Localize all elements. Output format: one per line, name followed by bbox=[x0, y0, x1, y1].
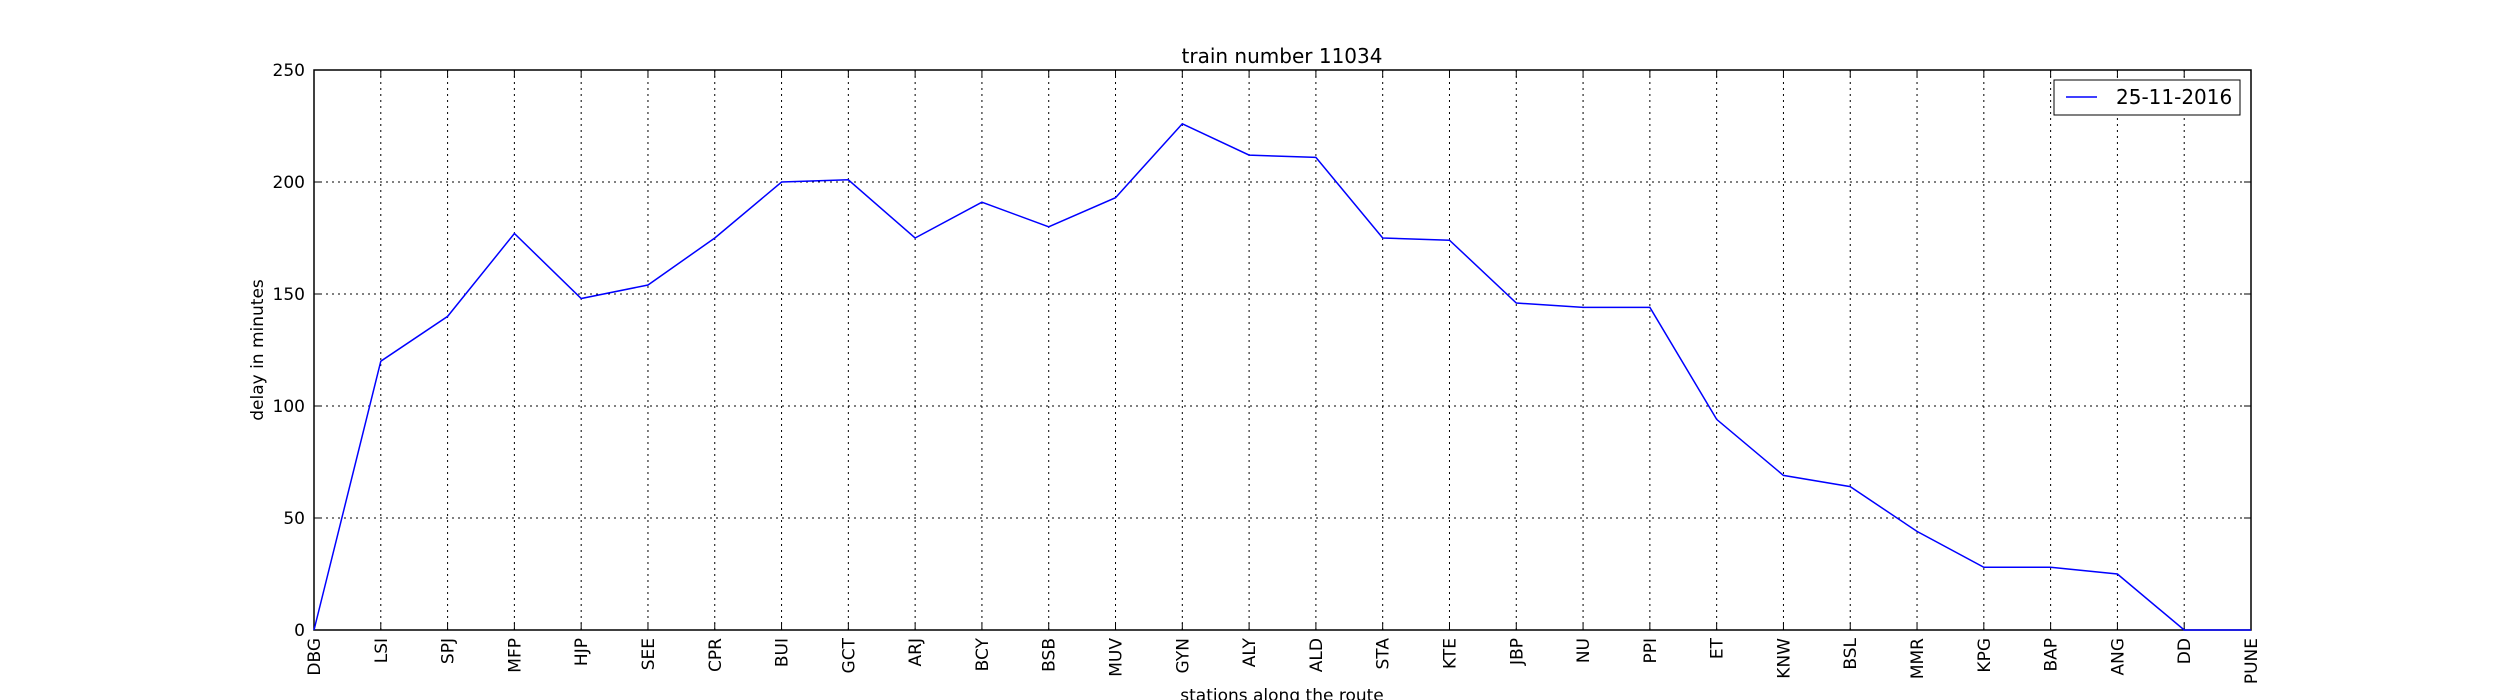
x-tick-label: ALY bbox=[1240, 637, 1260, 667]
x-tick-label: SPJ bbox=[439, 638, 459, 664]
y-tick-label: 150 bbox=[273, 285, 305, 305]
x-tick-label: PPI bbox=[1641, 638, 1661, 664]
x-tick-label: BCY bbox=[973, 637, 993, 671]
legend: 25-11-2016 bbox=[2053, 79, 2241, 116]
chart-title: train number 11034 bbox=[1182, 44, 1383, 68]
y-tick-label: 100 bbox=[273, 397, 305, 417]
x-axis-label: stations along the route bbox=[1180, 686, 1384, 700]
y-axis-label: delay in minutes bbox=[248, 279, 268, 421]
x-tick-label: SEE bbox=[639, 638, 659, 670]
x-tick-label: KNW bbox=[1774, 638, 1794, 679]
x-tick-label: GCT bbox=[839, 637, 859, 673]
x-tick-label: GYN bbox=[1173, 638, 1193, 673]
x-tick-label: BAP bbox=[2042, 638, 2062, 672]
x-tick-label: DD bbox=[2175, 638, 2195, 664]
x-tick-label: ARJ bbox=[906, 638, 926, 666]
y-tick-labels: 0 50 100 150 200 250 bbox=[273, 61, 305, 641]
series-line-25-11-2016 bbox=[313, 122, 2251, 631]
x-tick-label: BSL bbox=[1841, 637, 1861, 669]
x-tick-label: CPR bbox=[706, 638, 726, 672]
x-tick-label: BSB bbox=[1040, 638, 1060, 672]
x-tick-labels: DBG LSI SPJ MFP HJP SEE CPR BUI GCT ARJ BCY BSB MUV G… bbox=[305, 637, 2262, 684]
x-tick-label: DBG bbox=[305, 638, 325, 676]
x-tick-label: KTE bbox=[1440, 638, 1460, 669]
legend-label: 25-11-2016 bbox=[2116, 85, 2232, 109]
grid-lines bbox=[314, 70, 2251, 630]
y-tick-label: 250 bbox=[273, 61, 305, 81]
x-tick-label: ALD bbox=[1307, 638, 1327, 672]
x-tick-label: ANG bbox=[2108, 638, 2128, 676]
x-tick-label: PUNE bbox=[2242, 638, 2262, 684]
axis-ticks bbox=[313, 69, 2252, 631]
x-tick-label: NU bbox=[1574, 638, 1594, 663]
x-tick-label: JBP bbox=[1507, 638, 1527, 666]
x-tick-label: MFP bbox=[505, 638, 525, 673]
x-tick-label: KPG bbox=[1975, 638, 1995, 673]
y-tick-label: 200 bbox=[273, 173, 305, 193]
y-tick-label: 0 bbox=[294, 621, 305, 641]
x-tick-label: BUI bbox=[773, 638, 793, 667]
x-tick-label: MMR bbox=[1908, 638, 1928, 679]
x-tick-label: STA bbox=[1374, 638, 1394, 670]
x-tick-label: HJP bbox=[572, 638, 592, 666]
y-tick-label: 50 bbox=[283, 509, 305, 529]
plot-frame bbox=[313, 69, 2252, 631]
x-tick-label: ET bbox=[1708, 637, 1728, 659]
x-tick-label: LSI bbox=[372, 638, 392, 663]
x-tick-label: MUV bbox=[1107, 638, 1127, 677]
